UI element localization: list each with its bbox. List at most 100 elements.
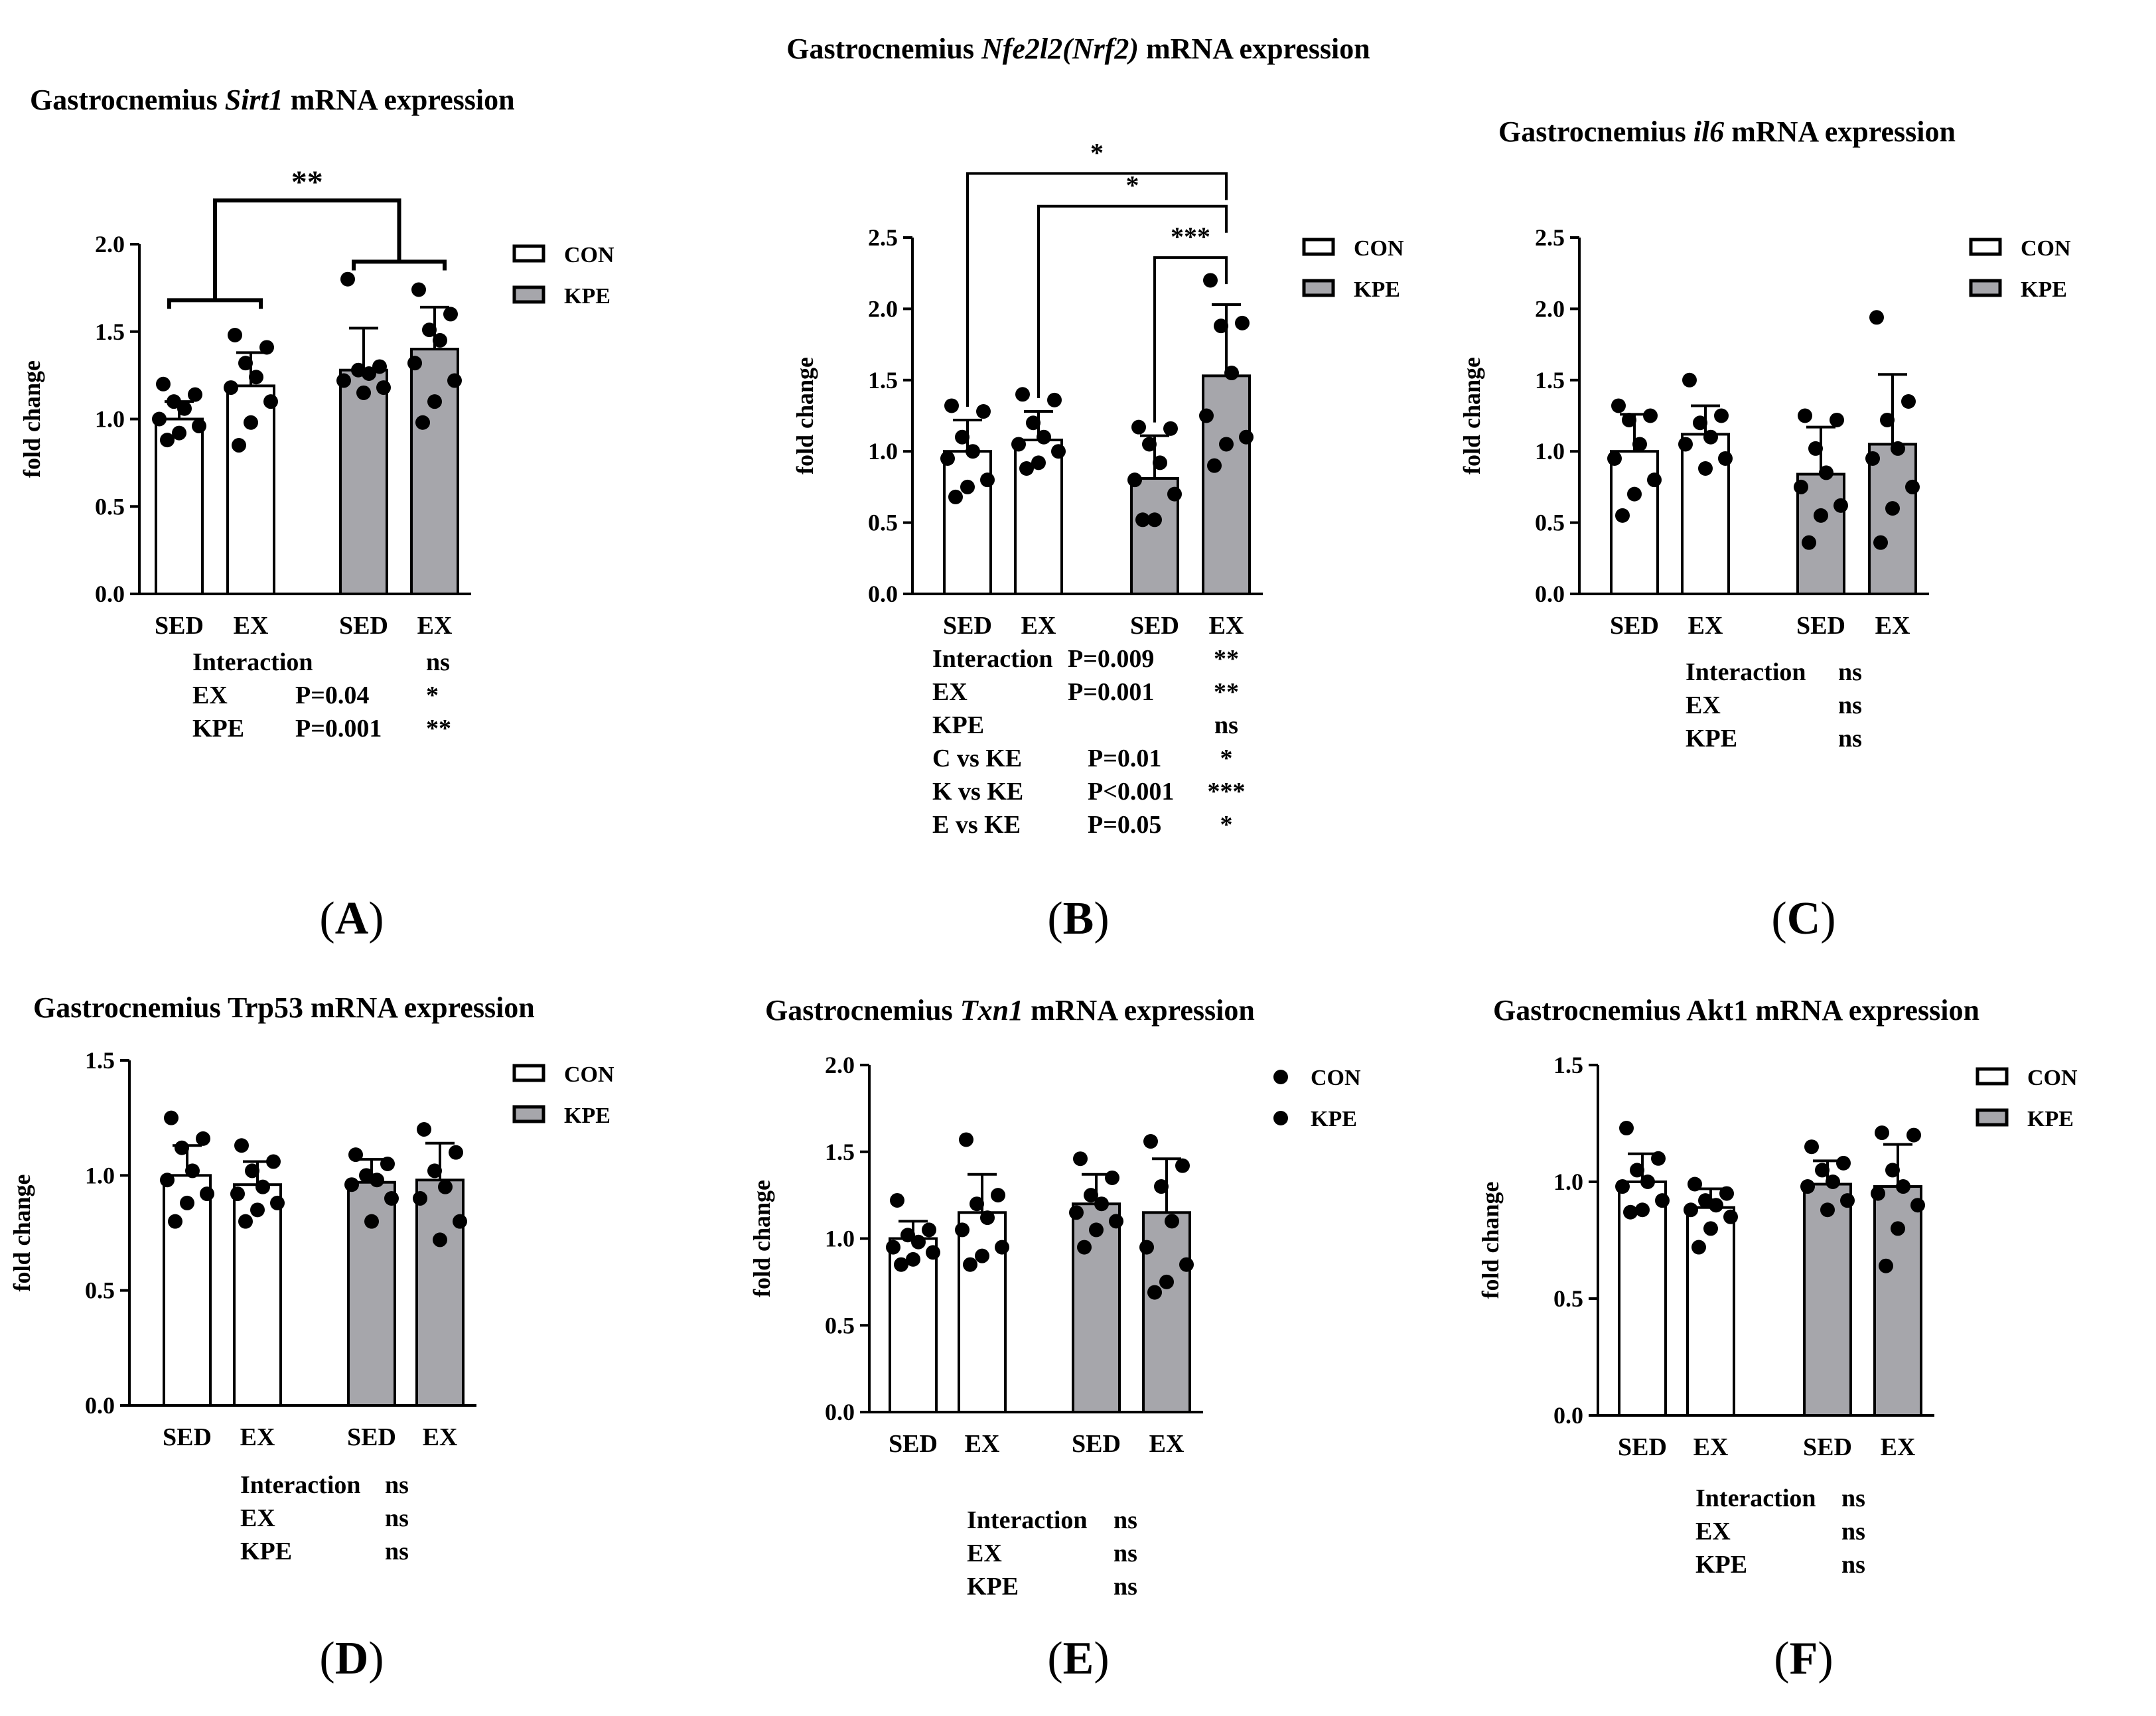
legend-marker-E-1 — [1273, 1070, 1288, 1084]
stat-sig-B-6: * — [1220, 811, 1233, 839]
data-point-D-3 — [384, 1191, 399, 1206]
stat-sig-E-3: ns — [1114, 1573, 1137, 1601]
stat-p-B-2: P=0.001 — [1068, 678, 1154, 706]
data-point-C-4 — [1905, 479, 1920, 494]
y-tick-label-E: 0.5 — [825, 1312, 855, 1338]
data-point-A-2 — [238, 356, 253, 371]
data-point-F-4 — [1910, 1198, 1925, 1213]
x-tick-label-C-2: EX — [1688, 612, 1723, 640]
data-point-A-4 — [411, 282, 426, 297]
legend-label-E-1: CON — [1311, 1066, 1361, 1090]
bar-C-4 — [1868, 443, 1917, 596]
legend-label-E-2: KPE — [1311, 1107, 1357, 1131]
data-point-F-1 — [1623, 1204, 1638, 1220]
data-point-B-2 — [1026, 415, 1041, 431]
stat-name-D-3: KPE — [240, 1537, 292, 1565]
data-point-A-4 — [447, 373, 462, 388]
y-tick-label-B: 2.0 — [868, 295, 898, 322]
chart-title-suffix-B: mRNA expression — [1139, 33, 1370, 65]
data-point-E-4 — [1154, 1179, 1169, 1194]
legend-label-C-1: CON — [2021, 236, 2071, 261]
y-tick-label-A: 1.0 — [95, 406, 125, 433]
legend-marker-E-2 — [1273, 1111, 1288, 1125]
y-tick-label-C: 2.5 — [1535, 224, 1565, 251]
data-point-F-2 — [1719, 1186, 1734, 1201]
group-bracket-con — [167, 298, 263, 309]
data-point-D-2 — [230, 1186, 245, 1202]
data-point-E-4 — [1139, 1240, 1154, 1255]
data-point-D-3 — [344, 1177, 359, 1192]
legend-marker-A-2 — [512, 285, 545, 304]
y-tick-label-B: 1.5 — [868, 367, 898, 393]
stat-sig-B-1: ** — [1214, 645, 1239, 673]
stat-sig-C-2: ns — [1838, 691, 1862, 719]
bar-A-4 — [410, 348, 459, 595]
stat-sig-F-1: ns — [1841, 1484, 1865, 1512]
data-point-C-3 — [1794, 479, 1808, 494]
data-point-E-4 — [1175, 1158, 1190, 1173]
data-point-C-3 — [1808, 441, 1823, 456]
y-tick-label-B: 0.5 — [868, 510, 898, 536]
data-point-C-2 — [1698, 461, 1713, 476]
data-point-E-4 — [1165, 1214, 1179, 1229]
bar-D-4 — [415, 1179, 465, 1407]
bar-D-1 — [163, 1174, 212, 1407]
data-point-A-4 — [422, 322, 437, 338]
data-point-B-1 — [955, 429, 970, 445]
legend-label-D-1: CON — [564, 1062, 614, 1087]
data-point-C-1 — [1611, 398, 1626, 413]
legend-label-C-2: KPE — [2021, 277, 2067, 302]
data-point-F-4 — [1891, 1221, 1905, 1236]
data-point-E-2 — [959, 1132, 973, 1147]
chart-title-D: Gastrocnemius Trp53 mRNA expression — [33, 991, 535, 1024]
data-point-F-4 — [1879, 1258, 1893, 1273]
data-point-B-2 — [1047, 392, 1062, 407]
y-tick-label-A: 2.0 — [95, 231, 125, 257]
data-point-F-2 — [1709, 1198, 1723, 1213]
stat-sig-D-2: ns — [385, 1504, 409, 1532]
data-point-E-3 — [1073, 1151, 1088, 1167]
data-point-B-3 — [1163, 421, 1178, 436]
data-point-E-3 — [1094, 1196, 1109, 1212]
data-point-B-3 — [1153, 455, 1167, 470]
data-point-A-1 — [192, 419, 206, 434]
data-point-D-2 — [270, 1195, 285, 1210]
data-point-F-4 — [1896, 1179, 1910, 1194]
stat-name-E-1: Interaction — [967, 1506, 1088, 1534]
data-point-E-1 — [886, 1240, 900, 1255]
data-point-C-3 — [1819, 465, 1833, 480]
stat-p-A-3: P=0.001 — [295, 715, 382, 743]
data-point-A-3 — [372, 359, 387, 374]
chart-title-gene-A: Sirt1 — [225, 84, 283, 116]
stat-name-A-1: Interaction — [192, 648, 313, 676]
data-point-E-2 — [991, 1188, 1005, 1203]
data-point-B-3 — [1147, 512, 1162, 528]
data-point-B-1 — [960, 479, 975, 494]
data-point-D-4 — [413, 1191, 427, 1206]
chart-title-gene-C: il6 — [1693, 115, 1724, 148]
stat-p-B-6: P=0.05 — [1088, 811, 1161, 839]
data-point-E-4 — [1179, 1257, 1194, 1272]
x-tick-label-D-2: EX — [240, 1423, 275, 1451]
data-point-C-1 — [1607, 451, 1622, 466]
y-axis-label-A: fold change — [19, 360, 45, 478]
legend-marker-C-1 — [1969, 238, 2002, 256]
bar-C-1 — [1610, 450, 1659, 596]
data-point-D-3 — [380, 1157, 395, 1171]
data-point-A-3 — [340, 271, 355, 287]
stat-p-B-5: P<0.001 — [1088, 778, 1174, 806]
stat-sig-A-3: ** — [426, 715, 451, 743]
data-point-D-2 — [238, 1214, 253, 1229]
data-point-D-1 — [164, 1110, 179, 1125]
data-point-C-1 — [1632, 437, 1647, 452]
stat-sig-C-3: ns — [1838, 725, 1862, 752]
data-point-F-4 — [1906, 1127, 1921, 1143]
legend-label-A-2: KPE — [564, 284, 611, 309]
data-point-E-1 — [894, 1257, 908, 1272]
stat-name-D-1: Interaction — [240, 1471, 361, 1499]
stat-name-D-2: EX — [240, 1504, 275, 1532]
stat-name-B-4: C vs KE — [932, 745, 1022, 772]
y-axis-label-D: fold change — [9, 1174, 35, 1291]
data-point-C-3 — [1830, 412, 1844, 427]
